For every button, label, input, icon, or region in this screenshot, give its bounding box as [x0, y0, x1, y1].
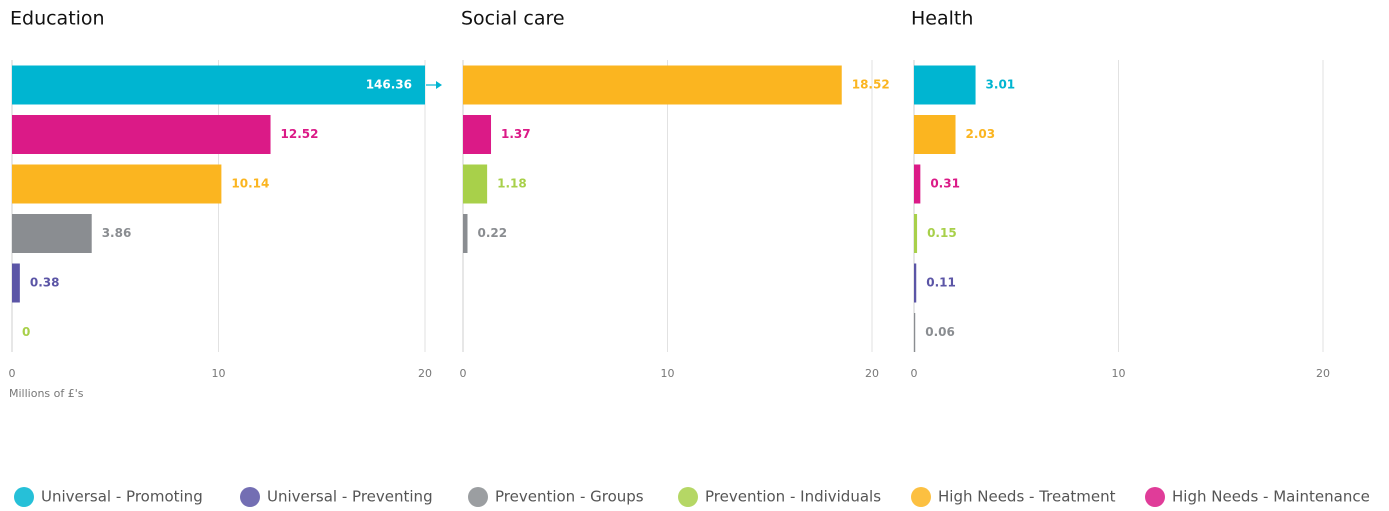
value-label: 0.31 [930, 177, 960, 191]
overflow-arrowhead [436, 81, 442, 89]
legend-swatch [240, 487, 260, 507]
bars [12, 65, 425, 303]
bar [463, 214, 468, 253]
chart-title: Social care [461, 8, 565, 30]
bar [12, 214, 92, 253]
legend-swatch [1145, 487, 1165, 507]
value-label: 3.01 [986, 78, 1016, 92]
legend-swatch [678, 487, 698, 507]
value-label: 0.06 [925, 325, 955, 339]
bar [12, 65, 425, 105]
value-label: 0 [22, 325, 30, 339]
value-label: 0.22 [477, 226, 507, 240]
bar [12, 115, 271, 154]
legend-swatch [468, 487, 488, 507]
value-label: 0.15 [927, 226, 957, 240]
value-label: 18.52 [852, 78, 890, 92]
x-tick-label: 0 [9, 367, 16, 380]
x-tick-label: 10 [212, 367, 226, 380]
x-tick-label: 20 [418, 367, 432, 380]
value-label: 1.18 [497, 177, 527, 191]
bar [914, 164, 921, 204]
bar [914, 115, 956, 154]
bar [12, 164, 222, 204]
legend-swatch [14, 487, 34, 507]
legend-swatch [911, 487, 931, 507]
bar [463, 164, 488, 204]
value-label: 2.03 [966, 127, 996, 141]
legend-label: Prevention - Individuals [705, 488, 881, 506]
value-label: 10.14 [231, 177, 269, 191]
legend-label: Universal - Promoting [41, 488, 203, 506]
x-tick-label: 10 [661, 367, 675, 380]
chart-title: Education [10, 8, 105, 30]
legend-label: Universal - Preventing [267, 488, 433, 506]
bar [463, 115, 492, 154]
value-label: 0.38 [30, 276, 60, 290]
value-label: 3.86 [102, 226, 132, 240]
x-tick-label: 0 [460, 367, 467, 380]
bar [12, 263, 20, 303]
legend-label: High Needs - Maintenance [1172, 488, 1370, 506]
value-label: 1.37 [501, 127, 531, 141]
bars [463, 65, 842, 253]
bar [914, 313, 916, 352]
bar [914, 65, 976, 105]
value-label: 0.11 [926, 276, 956, 290]
legend-label: Prevention - Groups [495, 488, 644, 506]
bars [914, 65, 976, 352]
bar [463, 65, 842, 105]
value-label: 12.52 [281, 127, 319, 141]
bar [914, 263, 917, 303]
x-tick-label: 20 [865, 367, 879, 380]
bar [914, 214, 918, 253]
x-tick-label: 0 [911, 367, 918, 380]
x-tick-label: 20 [1316, 367, 1330, 380]
chart-title: Health [911, 8, 973, 30]
value-label: 146.36 [366, 78, 412, 92]
legend-label: High Needs - Treatment [938, 488, 1116, 506]
x-tick-label: 10 [1112, 367, 1126, 380]
x-axis-label: Millions of £'s [9, 387, 84, 400]
